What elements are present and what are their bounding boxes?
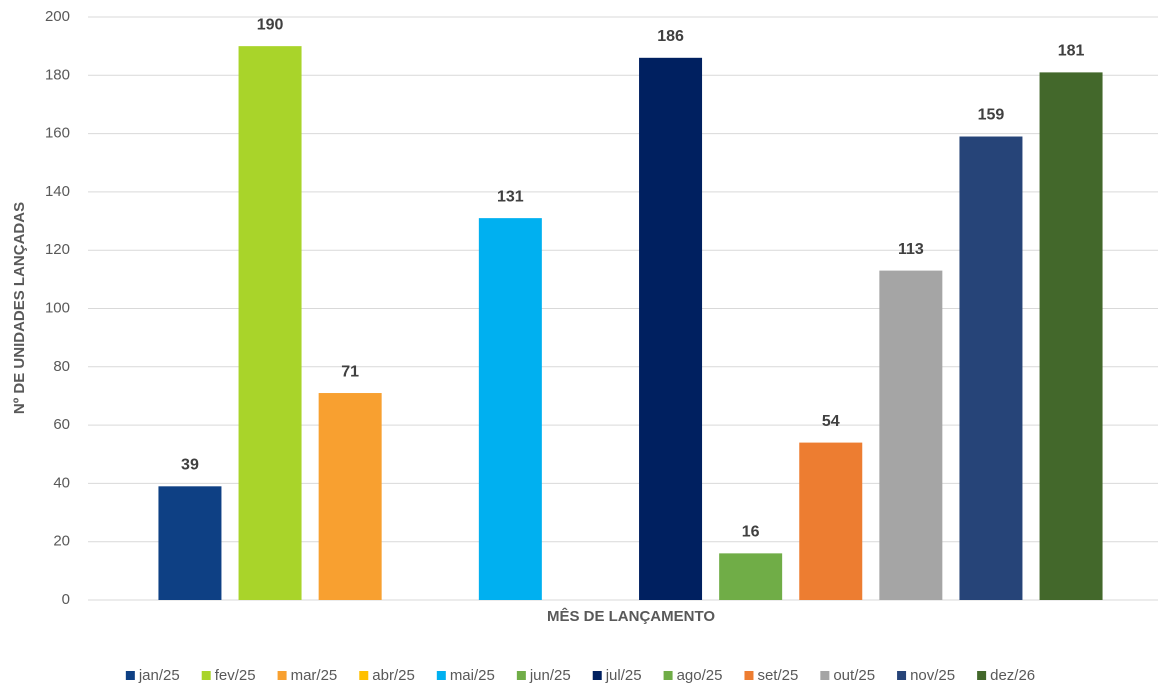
bar — [639, 57, 703, 601]
legend-swatch — [201, 671, 211, 680]
legend-label: ago/25 — [677, 667, 723, 684]
legend-label: jan/25 — [138, 667, 180, 684]
y-tick-label: 0 — [62, 591, 70, 608]
legend-swatch — [277, 671, 287, 680]
legend-swatch — [744, 671, 754, 680]
y-tick-label: 60 — [53, 416, 70, 433]
legend-label: jul/25 — [605, 667, 642, 684]
y-tick-label: 160 — [45, 125, 70, 142]
data-label: 113 — [898, 241, 924, 258]
legend-label: mai/25 — [450, 667, 495, 684]
bar — [719, 553, 783, 600]
data-label: 131 — [497, 188, 524, 205]
bar — [158, 486, 222, 600]
y-tick-label: 120 — [45, 241, 70, 258]
y-axis-title: Nº DE UNIDADES LANÇADAS — [11, 202, 28, 414]
x-axis-title: MÊS DE LANÇAMENTO — [547, 607, 715, 625]
legend-swatch — [125, 671, 135, 680]
legend-swatch — [977, 671, 987, 680]
bar — [799, 442, 863, 600]
legend-label: jun/25 — [529, 667, 571, 684]
y-tick-label: 180 — [45, 66, 70, 83]
data-label: 159 — [978, 107, 1005, 124]
y-tick-label: 140 — [45, 183, 70, 200]
legend: jan/25 fev/25 mar/25 abr/25 mai/25 jun/25 jul/… — [125, 667, 1035, 684]
legend-label: mar/25 — [291, 667, 338, 684]
data-label: 181 — [1058, 43, 1085, 60]
legend-swatch — [820, 671, 830, 680]
legend-label: nov/25 — [910, 667, 955, 684]
legend-swatch — [516, 671, 526, 680]
data-label: 54 — [822, 413, 840, 430]
y-tick-label: 100 — [45, 299, 70, 316]
data-label: 190 — [257, 16, 284, 33]
legend-label: out/25 — [833, 667, 875, 684]
bar — [238, 46, 302, 600]
data-label: 39 — [181, 457, 199, 474]
bar — [959, 136, 1023, 600]
legend-label: set/25 — [757, 667, 798, 684]
y-tick-label: 20 — [53, 533, 70, 550]
data-label: 186 — [657, 28, 684, 45]
legend-swatch — [359, 671, 369, 680]
y-tick-label: 200 — [45, 8, 70, 25]
bar — [318, 393, 382, 600]
bar — [1039, 72, 1103, 600]
y-tick-label: 80 — [53, 358, 70, 375]
legend-swatch — [897, 671, 907, 680]
data-label: 16 — [742, 524, 760, 541]
legend-swatch — [592, 671, 602, 680]
legend-label: abr/25 — [372, 667, 415, 684]
bar — [879, 270, 943, 600]
legend-swatch — [663, 671, 673, 680]
bar — [478, 218, 542, 600]
data-label: 71 — [341, 363, 359, 380]
legend-swatch — [436, 671, 446, 680]
legend-label: dez/26 — [990, 667, 1035, 684]
y-tick-label: 40 — [53, 474, 70, 491]
legend-label: fev/25 — [215, 667, 256, 684]
